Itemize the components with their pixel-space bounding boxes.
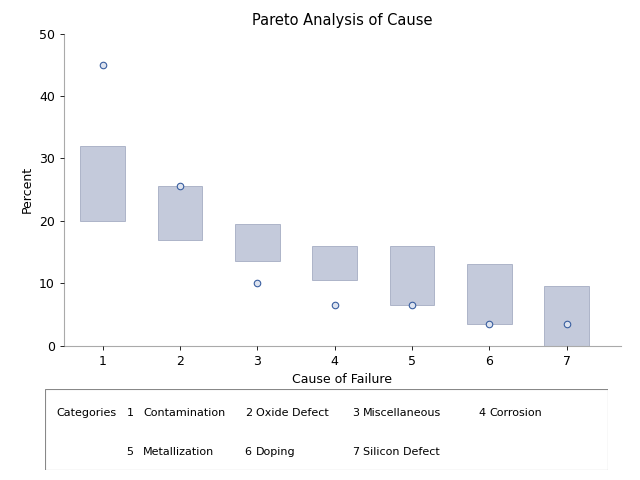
Text: Doping: Doping <box>256 447 296 457</box>
Bar <box>80 146 125 221</box>
Text: Oxide Defect: Oxide Defect <box>256 408 329 418</box>
Text: 7: 7 <box>352 447 359 457</box>
Text: 2: 2 <box>244 408 252 418</box>
Point <box>252 279 262 287</box>
Y-axis label: Percent: Percent <box>20 166 33 213</box>
Title: Pareto Analysis of Cause: Pareto Analysis of Cause <box>252 13 433 28</box>
Point <box>330 301 340 309</box>
Point <box>175 183 185 191</box>
Point <box>97 61 108 69</box>
X-axis label: Cause of Failure: Cause of Failure <box>292 373 392 386</box>
Bar <box>467 264 512 324</box>
Bar <box>235 224 280 261</box>
Text: Silicon Defect: Silicon Defect <box>363 447 440 457</box>
Point <box>484 320 495 327</box>
Text: 5: 5 <box>127 447 134 457</box>
Bar <box>312 246 357 280</box>
Bar <box>390 246 435 305</box>
Text: 1: 1 <box>127 408 134 418</box>
Text: Corrosion: Corrosion <box>490 408 543 418</box>
Text: 6: 6 <box>244 447 252 457</box>
FancyBboxPatch shape <box>45 389 608 470</box>
Text: 4: 4 <box>479 408 486 418</box>
Text: 3: 3 <box>352 408 359 418</box>
Bar <box>157 186 202 240</box>
Text: Categories: Categories <box>56 408 116 418</box>
Point <box>407 301 417 309</box>
Text: Miscellaneous: Miscellaneous <box>363 408 441 418</box>
Point <box>561 320 572 327</box>
Bar <box>544 286 589 346</box>
Text: Contamination: Contamination <box>143 408 226 418</box>
Text: Metallization: Metallization <box>143 447 214 457</box>
